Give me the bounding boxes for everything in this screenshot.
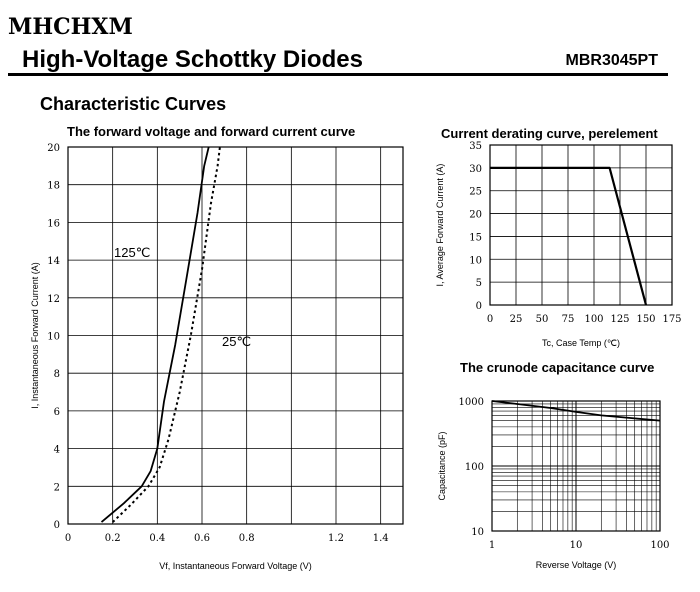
chart-3-x-tick-label: 10 — [570, 540, 583, 551]
chart-3-y-tick-label: 1000 — [459, 397, 484, 408]
chart-1-y-axis-label: I, Instantaneous Forward Current (A) — [30, 262, 40, 409]
chart-2-y-tick-label: 0 — [476, 301, 482, 312]
chart-2-x-tick-label: 100 — [584, 314, 603, 325]
chart-1-y-tick-label: 10 — [47, 332, 60, 343]
chart-2-x-tick-label: 125 — [610, 314, 629, 325]
chart-3-title: The crunode capacitance curve — [460, 360, 655, 375]
chart-1-x-tick-label: 1.2 — [328, 533, 344, 544]
chart-1-x-axis-label: Vf, Instantaneous Forward Voltage (V) — [159, 561, 312, 571]
chart-1-series-1-line — [100, 146, 210, 523]
chart-2-x-tick-label: 25 — [510, 314, 523, 325]
chart-2-y-tick-label: 10 — [469, 255, 482, 266]
brand-logo: MHCHXM — [8, 14, 133, 40]
chart-1-x-tick-label: 0 — [65, 533, 71, 544]
chart-3-x-tick-label: 1 — [489, 540, 495, 551]
chart-1-y-tick-label: 4 — [54, 445, 60, 456]
chart-2-y-tick-label: 25 — [469, 187, 482, 198]
part-number: MBR3045PT — [565, 52, 658, 69]
chart-2-x-tick-label: 150 — [636, 314, 655, 325]
chart-1-series-2-line — [112, 146, 221, 523]
chart-1-y-tick-label: 0 — [54, 520, 60, 531]
chart-3-y-tick-label: 100 — [465, 462, 484, 473]
chart-1-y-tick-label: 6 — [54, 407, 60, 418]
chart-2-y-tick-label: 5 — [476, 278, 482, 289]
chart-2-frame — [489, 144, 673, 306]
chart-1-x-tick-label: 0.2 — [105, 533, 121, 544]
chart-2-y-tick-label: 35 — [469, 141, 482, 152]
chart-1-y-tick-label: 16 — [47, 218, 60, 229]
chart-2-x-tick-label: 175 — [662, 314, 681, 325]
chart-3-x-axis-label: Reverse Voltage (V) — [536, 560, 617, 570]
chart-1-y-tick-label: 20 — [47, 143, 60, 154]
chart-2-x-tick-label: 0 — [487, 314, 493, 325]
chart-2-y-tick-label: 30 — [469, 164, 482, 175]
chart-2-x-tick-label: 50 — [536, 314, 549, 325]
chart-1-series-2-label: 25℃ — [222, 334, 251, 349]
chart-2-x-axis-label: Tc, Case Temp (℃) — [542, 338, 620, 348]
chart-2-y-tick-label: 20 — [469, 210, 482, 221]
chart-1-series-1-label: 125℃ — [114, 245, 150, 260]
chart-2-x-tick-label: 75 — [562, 314, 575, 325]
chart-3-x-tick-label: 100 — [650, 540, 669, 551]
chart-3-series-1-line — [491, 400, 661, 422]
chart-3-y-tick-label: 10 — [471, 527, 484, 538]
chart-2-y-axis-label: I, Average Forward Current (A) — [435, 164, 445, 287]
chart-1-x-tick-label: 0.6 — [194, 533, 210, 544]
chart-2-y-tick-label: 15 — [469, 232, 482, 243]
chart-1-y-tick-label: 14 — [47, 256, 60, 267]
chart-1-y-tick-label: 2 — [54, 482, 60, 493]
page-title: High-Voltage Schottky Diodes — [22, 46, 363, 73]
chart-1-y-tick-label: 8 — [54, 369, 60, 380]
chart-3-y-axis-label: Capacitance (pF) — [437, 431, 447, 500]
chart-1-x-tick-label: 0.4 — [149, 533, 165, 544]
chart-1-x-tick-label: 0.8 — [239, 533, 255, 544]
chart-1-y-tick-label: 18 — [47, 181, 60, 192]
chart-1-x-tick-label: 1.4 — [373, 533, 389, 544]
chart-2-title: Current derating curve, perelement — [441, 126, 658, 141]
chart-2-series-1-line — [490, 166, 648, 306]
chart-1-title: The forward voltage and forward current … — [67, 124, 356, 139]
header-rule — [8, 73, 668, 76]
chart-1-y-tick-label: 12 — [47, 294, 60, 305]
section-title: Characteristic Curves — [40, 94, 227, 114]
